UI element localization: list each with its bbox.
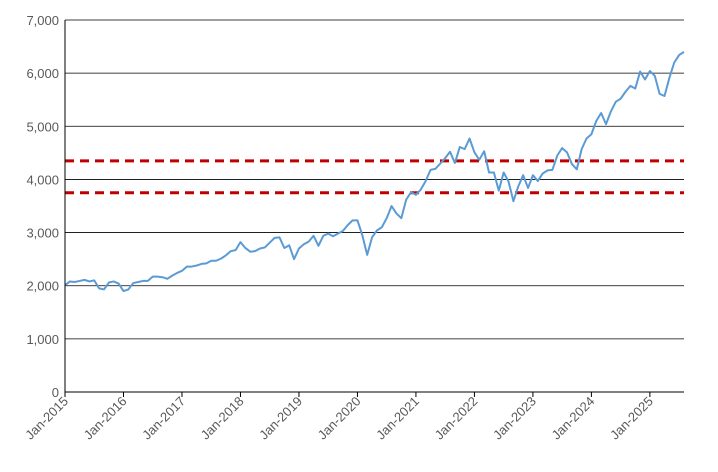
series-line [64, 51, 685, 293]
x-tick-labels: Jan-2015 Jan-2016 Jan-2017 Jan-2018 Jan-2019… [22, 394, 656, 443]
y-tick-label: 7,000 [26, 13, 59, 28]
x-tick-label: Jan-2017 [139, 394, 188, 443]
x-tick-label: Jan-2023 [490, 394, 539, 443]
y-tick-label: 3,000 [26, 226, 59, 241]
x-tick-label: Jan-2021 [373, 394, 422, 443]
series-layer [64, 51, 685, 293]
x-tick-label: Jan-2019 [256, 394, 305, 443]
x-tick-label: Jan-2024 [549, 394, 598, 443]
y-tick-label: 0 [52, 385, 59, 400]
x-tick-label: Jan-2020 [315, 394, 364, 443]
y-tick-label: 5,000 [26, 119, 59, 134]
gridlines [65, 19, 684, 340]
x-tick-label: Jan-2018 [198, 394, 247, 443]
y-tick-label: 4,000 [26, 172, 59, 187]
y-tick-label: 6,000 [26, 66, 59, 81]
y-tick-labels: 0 1,000 2,000 3,000 4,000 5,000 6,000 7,000 [26, 13, 59, 400]
y-tick-label: 1,000 [26, 332, 59, 347]
reference-lines [65, 159, 684, 195]
x-tick-label: Jan-2022 [432, 394, 481, 443]
x-tick-label: Jan-2016 [81, 394, 130, 443]
x-tick-label: Jan-2025 [607, 394, 656, 443]
y-tick-label: 2,000 [26, 279, 59, 294]
x-tick-label: Jan-2015 [22, 394, 71, 443]
axes [64, 20, 684, 397]
